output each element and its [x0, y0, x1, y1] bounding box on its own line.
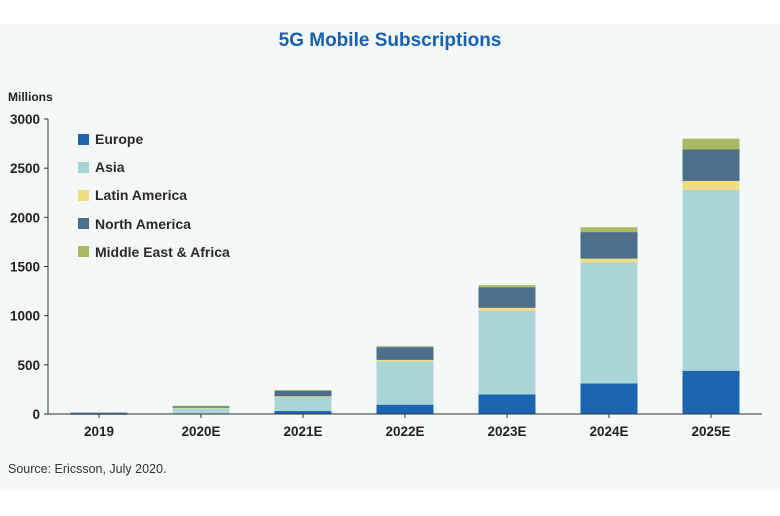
x-tick-label: 2019 — [84, 424, 114, 439]
bar-segment — [274, 390, 332, 391]
bar-segment — [376, 359, 434, 362]
y-axis: 0 500 1000 1500 2000 2500 3000 — [10, 112, 49, 422]
bar-segment — [376, 404, 434, 414]
y-tick-label: 3000 — [10, 112, 40, 127]
bar-segment — [478, 307, 536, 311]
legend-swatch — [78, 189, 89, 201]
x-tick-label: 2024E — [589, 424, 628, 439]
source-note: Source: Ericsson, July 2020. — [8, 462, 167, 476]
legend-item: Latin America — [78, 181, 230, 209]
chart-title: 5G Mobile Subscriptions — [278, 30, 502, 51]
legend-swatch — [78, 161, 89, 173]
bar-segment — [478, 287, 536, 308]
legend-item: Middle East & Africa — [78, 238, 230, 266]
legend-swatch — [78, 246, 89, 258]
legend-item: Asia — [78, 153, 230, 181]
y-tick-label: 500 — [17, 358, 40, 373]
bar-segment — [682, 138, 740, 150]
bar-segment — [478, 285, 536, 288]
bar-segment — [274, 411, 332, 414]
bar-segment — [172, 407, 230, 409]
bar-segment — [376, 347, 434, 360]
legend-swatch — [78, 133, 89, 145]
y-tick-label: 2000 — [10, 210, 40, 225]
bar-segment — [376, 361, 434, 405]
bar-segment — [580, 258, 638, 263]
bar-segment — [172, 405, 230, 407]
x-tick-label: 2021E — [283, 424, 322, 439]
bar-segment — [682, 189, 740, 371]
bar-segment — [172, 407, 230, 414]
bar-segment — [376, 346, 434, 348]
legend-item: North America — [78, 210, 230, 238]
bars-group — [70, 138, 740, 415]
x-tick-label: 2020E — [181, 424, 220, 439]
y-tick-label: 1000 — [10, 309, 40, 324]
legend-label: Asia — [95, 159, 125, 176]
bar-segment — [274, 390, 332, 397]
y-tick-label: 1500 — [10, 260, 40, 275]
y-axis-units-label: Millions — [8, 90, 53, 104]
bar-segment — [682, 180, 740, 190]
y-tick-label: 2500 — [10, 161, 40, 176]
bar-segment — [580, 383, 638, 414]
legend: Europe Asia Latin America North America Midd… — [78, 125, 230, 266]
bar-segment — [478, 310, 536, 395]
bar-segment — [478, 394, 536, 414]
bar-segment — [682, 149, 740, 181]
legend-label: North America — [95, 215, 191, 232]
bar-segment — [274, 396, 332, 398]
legend-item: Europe — [78, 125, 230, 153]
legend-swatch — [78, 218, 89, 230]
bar-segment — [580, 232, 638, 259]
bar-segment — [172, 405, 230, 408]
legend-label: Middle East & Africa — [95, 243, 230, 260]
x-tick-label: 2023E — [487, 424, 526, 439]
bar-segment — [682, 370, 740, 414]
y-tick-label: 0 — [32, 407, 40, 422]
bar-segment — [580, 262, 638, 384]
bar-segment — [274, 396, 332, 412]
bar-segment — [70, 412, 128, 414]
x-axis: 2019 2020E 2021E 2022E 2023E 2024E 2025E — [48, 413, 762, 439]
x-tick-label: 2025E — [691, 424, 730, 439]
legend-label: Europe — [95, 131, 144, 148]
legend-label: Latin America — [95, 187, 188, 204]
x-tick-label: 2022E — [385, 424, 424, 439]
bar-segment — [580, 227, 638, 233]
